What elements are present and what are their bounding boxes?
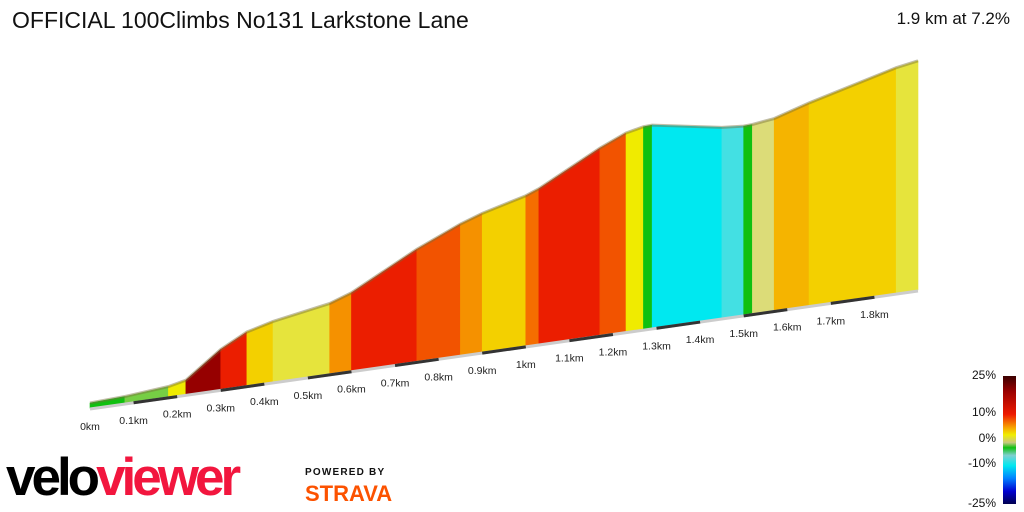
x-tick-label: 1.3km — [642, 340, 671, 352]
legend-label-0: 0% — [978, 431, 996, 445]
gradient-segment — [599, 132, 627, 336]
x-tick-label: 0.4km — [250, 396, 279, 408]
axis-tick-mark — [481, 345, 527, 355]
x-tick-label: 1km — [516, 359, 536, 371]
profile-top-edge — [89, 59, 919, 405]
gradient-segment — [538, 147, 601, 345]
x-tick-label: 0.2km — [163, 409, 192, 421]
axis-tick-mark — [656, 320, 701, 330]
x-tick-label: 0.9km — [468, 365, 497, 377]
gradient-segment — [329, 292, 352, 375]
x-tick-label: 1.4km — [686, 334, 715, 346]
gradient-segment — [721, 125, 744, 319]
gradient-segment — [185, 348, 222, 395]
climb-summary: 1.9 km at 7.2% — [896, 9, 1010, 28]
gradient-segment — [625, 126, 644, 332]
x-tick-label: 0.8km — [424, 371, 453, 383]
axis-tick-mark — [307, 370, 352, 380]
gradient-segment — [752, 118, 775, 314]
veloviewer-logo[interactable]: veloviewer — [6, 448, 241, 508]
gradient-segment — [808, 67, 897, 306]
gradient-segment — [895, 60, 919, 294]
x-tick-label: 0.3km — [206, 402, 235, 414]
gradient-legend-bar — [1003, 376, 1016, 504]
x-tick-label: 0.1km — [119, 415, 148, 427]
x-tick-label: 0.7km — [381, 378, 410, 390]
gradient-segment — [773, 102, 810, 311]
axis-tick-mark — [133, 395, 178, 405]
gradient-segment — [651, 124, 723, 329]
axis-tick-mark — [830, 295, 875, 305]
legend-label-25: 25% — [971, 368, 996, 382]
x-tick-label: 1.7km — [817, 315, 846, 327]
x-tick-label: 1.6km — [773, 322, 802, 334]
powered-by-label: POWERED BY — [305, 467, 386, 478]
legend-label-10: 10% — [971, 405, 996, 419]
x-tick-label: 1.1km — [555, 353, 584, 365]
x-tick-label: 0km — [80, 421, 100, 433]
x-tick-label: 0.6km — [337, 384, 366, 396]
gradient-segment — [643, 124, 653, 330]
x-tick-label: 1.8km — [860, 309, 889, 321]
gradient-segment — [272, 303, 330, 383]
x-tick-label: 1.2km — [599, 346, 628, 358]
axis-tick-mark — [569, 332, 614, 343]
axis-tick-mark — [220, 382, 265, 392]
strava-logo[interactable]: STRAVA — [305, 481, 393, 506]
axis-tick-mark — [743, 308, 788, 318]
gradient-segment — [743, 124, 753, 316]
legend-label-minus10: -10% — [967, 456, 996, 470]
gradient-segment — [460, 212, 483, 356]
logo-velo: velo — [6, 448, 100, 507]
logo-viewer: viewer — [96, 448, 241, 507]
gradient-segment — [525, 188, 540, 347]
x-tick-label: 0.5km — [294, 390, 323, 402]
page-title: OFFICIAL 100Climbs No131 Larkstone Lane — [12, 7, 469, 33]
axis-tick-mark — [394, 357, 439, 368]
x-tick-label: 1.5km — [729, 328, 758, 340]
gradient-segment — [481, 195, 527, 353]
gradient-segment — [351, 248, 418, 372]
legend-label-minus25: -25% — [967, 496, 996, 510]
